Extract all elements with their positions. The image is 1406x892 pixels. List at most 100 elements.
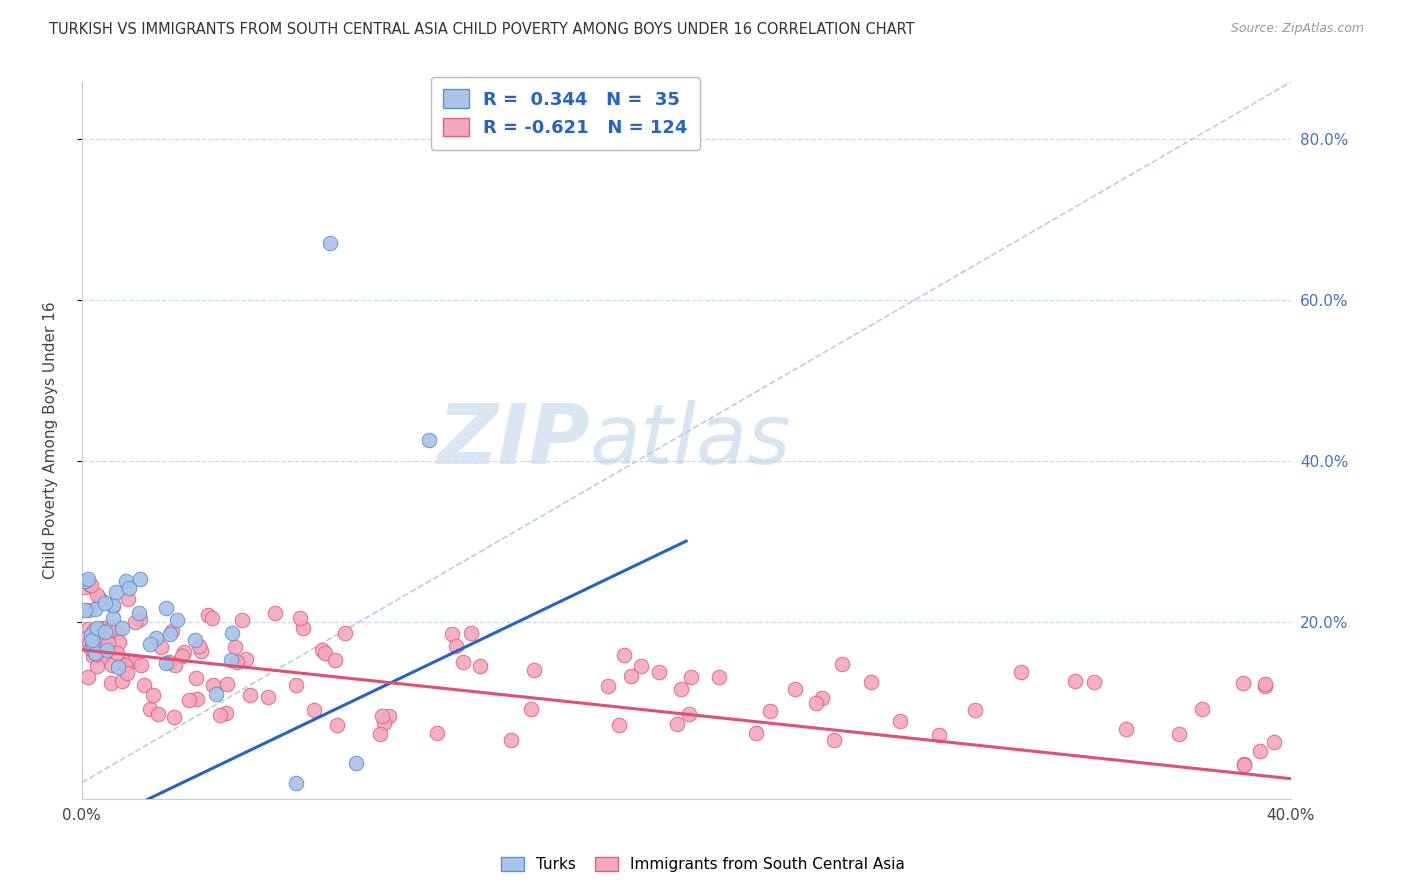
Point: [98, 623, 121, 637]
Point: [785, 681, 807, 696]
Text: ZIP: ZIP: [437, 400, 589, 481]
Point: [124, 615, 146, 629]
Point: [86, 659, 108, 673]
Point: [1232, 676, 1254, 690]
Point: [80, 578, 103, 592]
Point: [77, 636, 100, 650]
Point: [77, 603, 100, 617]
Point: [96, 642, 118, 657]
Point: [173, 645, 195, 659]
Point: [117, 666, 139, 681]
Point: [157, 655, 180, 669]
Point: [83, 646, 105, 660]
Point: [257, 690, 280, 704]
Point: [1191, 702, 1213, 716]
Point: [129, 611, 152, 625]
Point: [235, 652, 257, 666]
Point: [1253, 679, 1275, 693]
Point: [107, 659, 129, 673]
Point: [128, 606, 150, 620]
Legend: R =  0.344   N =  35, R = -0.621   N = 124: R = 0.344 N = 35, R = -0.621 N = 124: [430, 77, 700, 150]
Point: [188, 639, 211, 653]
Point: [440, 627, 463, 641]
Point: [114, 657, 136, 672]
Point: [318, 236, 340, 251]
Point: [709, 670, 731, 684]
Point: [285, 775, 308, 789]
Point: [115, 574, 138, 588]
Point: [101, 611, 124, 625]
Point: [620, 669, 643, 683]
Point: [221, 626, 243, 640]
Point: [183, 633, 205, 648]
Point: [79, 628, 101, 642]
Point: [186, 691, 208, 706]
Point: [82, 648, 104, 663]
Point: [453, 655, 475, 669]
Point: [208, 708, 231, 723]
Point: [129, 657, 152, 672]
Point: [77, 572, 100, 586]
Point: [86, 588, 108, 602]
Point: [1263, 734, 1285, 748]
Point: [499, 732, 522, 747]
Point: [759, 704, 782, 718]
Point: [142, 688, 165, 702]
Point: [172, 649, 194, 664]
Legend: Turks, Immigrants from South Central Asia: Turks, Immigrants from South Central Asi…: [494, 849, 912, 880]
Point: [77, 670, 100, 684]
Point: [117, 591, 139, 606]
Point: [159, 627, 181, 641]
Point: [215, 677, 238, 691]
Point: [100, 675, 122, 690]
Point: [201, 610, 224, 624]
Text: Source: ZipAtlas.com: Source: ZipAtlas.com: [1230, 22, 1364, 36]
Point: [101, 599, 124, 613]
Point: [118, 581, 141, 595]
Point: [177, 693, 200, 707]
Point: [77, 577, 100, 591]
Point: [186, 671, 208, 685]
Point: [377, 709, 399, 723]
Point: [1115, 722, 1137, 736]
Point: [83, 602, 105, 616]
Point: [311, 643, 333, 657]
Point: [224, 640, 246, 654]
Point: [333, 626, 356, 640]
Point: [204, 688, 226, 702]
Point: [162, 709, 184, 723]
Point: [89, 591, 111, 606]
Point: [105, 647, 128, 661]
Y-axis label: Child Poverty Among Boys Under 16: Child Poverty Among Boys Under 16: [44, 301, 58, 579]
Point: [225, 656, 247, 670]
Point: [288, 611, 311, 625]
Point: [219, 653, 242, 667]
Point: [75, 631, 97, 645]
Point: [323, 652, 346, 666]
Point: [831, 657, 853, 672]
Point: [150, 640, 173, 655]
Text: TURKISH VS IMMIGRANTS FROM SOUTH CENTRAL ASIA CHILD POVERTY AMONG BOYS UNDER 16 : TURKISH VS IMMIGRANTS FROM SOUTH CENTRAL…: [49, 22, 915, 37]
Point: [520, 702, 543, 716]
Point: [302, 703, 325, 717]
Point: [231, 613, 253, 627]
Point: [264, 606, 287, 620]
Point: [89, 638, 111, 652]
Point: [745, 726, 768, 740]
Point: [82, 640, 104, 655]
Point: [630, 659, 652, 673]
Point: [444, 640, 467, 654]
Point: [105, 585, 128, 599]
Point: [285, 678, 308, 692]
Point: [681, 670, 703, 684]
Point: [86, 621, 108, 635]
Point: [139, 637, 162, 651]
Point: [197, 607, 219, 622]
Point: [804, 696, 827, 710]
Point: [75, 574, 97, 589]
Point: [91, 621, 114, 635]
Point: [75, 580, 97, 594]
Point: [101, 599, 124, 613]
Point: [202, 678, 225, 692]
Point: [963, 703, 986, 717]
